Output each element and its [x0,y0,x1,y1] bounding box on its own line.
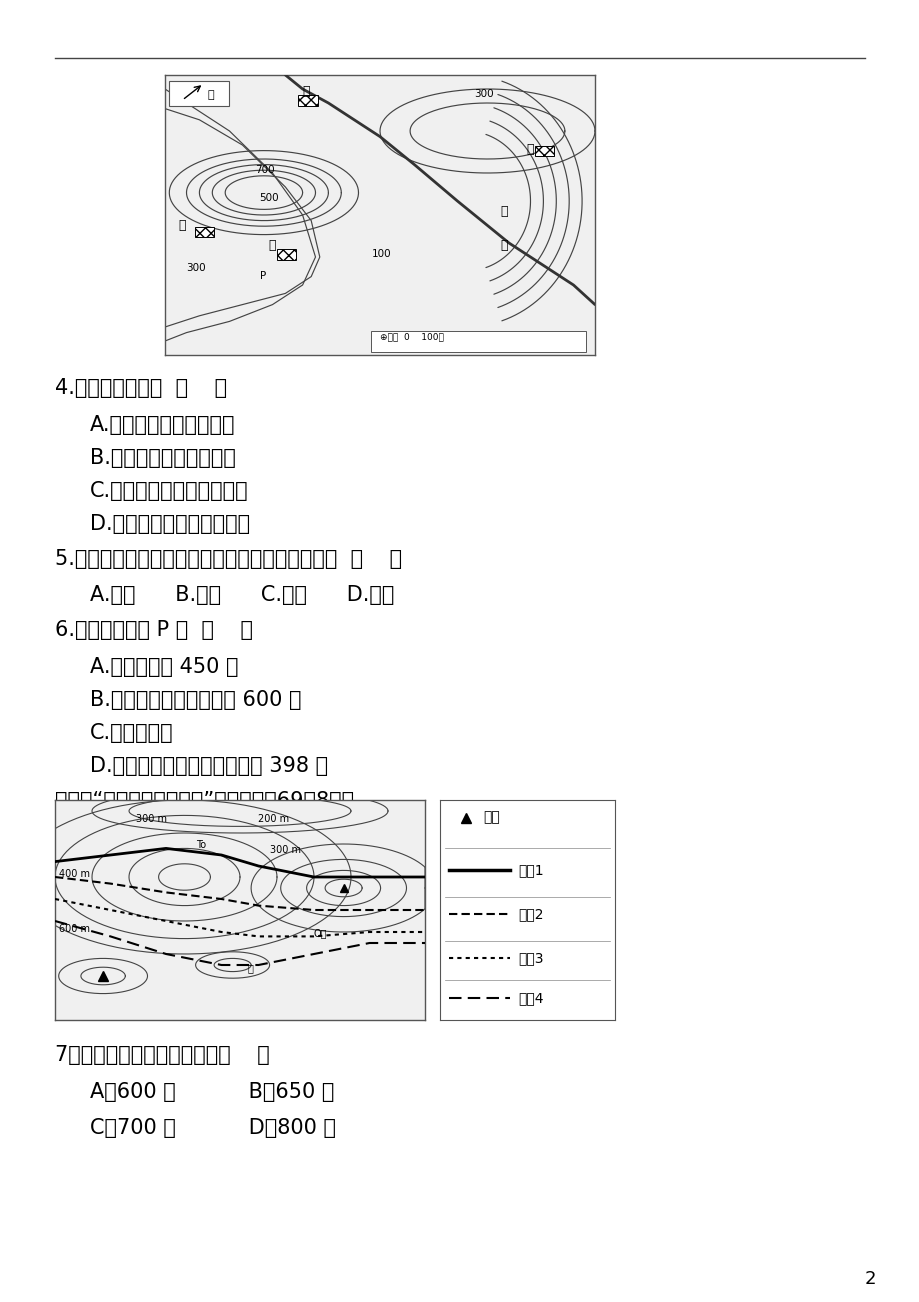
Text: 丁: 丁 [526,143,533,156]
Bar [534,146,553,156]
Text: 甲: 甲 [177,219,186,232]
Bar [169,81,229,105]
Text: To: To [196,840,206,850]
Text: 丙: 丙 [302,85,310,98]
Text: 6.图中陡崖顶部 P 点  （    ）: 6.图中陡崖顶部 P 点 （ ） [55,620,253,641]
Text: 乙: 乙 [268,238,276,251]
Text: 山峰: 山峰 [483,811,500,824]
Text: 300: 300 [187,263,206,273]
Text: P: P [259,271,266,281]
Text: 2: 2 [863,1269,875,1288]
Text: B.距丁村的水平距离约为 600 米: B.距丁村的水平距离约为 600 米 [90,690,301,710]
Text: B.先由南向北，再向东北: B.先由南向北，再向东北 [90,448,235,467]
Bar [277,249,296,260]
Text: 乙: 乙 [247,963,253,974]
Text: C．700 米           D．800 米: C．700 米 D．800 米 [90,1118,335,1138]
Text: 7．该地最大相对高度可接近（    ）: 7．该地最大相对高度可接近（ ） [55,1046,269,1065]
Text: 河: 河 [500,204,507,217]
Text: 5.图中村庄夏季能看到而冬季看不到海上日出的是  （    ）: 5.图中村庄夏季能看到而冬季看不到海上日出的是 （ ） [55,549,402,569]
Bar [298,95,317,105]
Text: 200 m: 200 m [258,814,289,824]
Text: C.先由东北向西南，再向南: C.先由东北向西南，再向南 [90,480,248,501]
Text: A.先由西向东，再向东南: A.先由西向东，再向东南 [90,415,235,435]
Text: 600 m: 600 m [59,924,90,934]
Text: 流: 流 [500,238,507,251]
Text: 400 m: 400 m [59,868,90,879]
Text: 方案3: 方案3 [518,952,544,965]
Text: 右图为“某地等高线示意图”。读图完成69～8题。: 右图为“某地等高线示意图”。读图完成69～8题。 [55,792,354,811]
Text: O丙: O丙 [313,928,327,939]
Text: 700: 700 [255,165,275,174]
Text: 300 m: 300 m [269,845,301,855]
Text: 300: 300 [474,90,494,99]
Text: D.距陡崖底部垂直距离可能为 398 米: D.距陡崖底部垂直距离可能为 398 米 [90,756,328,776]
Text: A.甲村      B.乙村      C.丙村      D.丁村: A.甲村 B.乙村 C.丙村 D.丁村 [90,585,394,605]
Bar [371,331,585,353]
Text: A.海拔可能为 450 米: A.海拔可能为 450 米 [90,658,238,677]
Text: D.先由东南向西北，再向西: D.先由东南向西北，再向西 [90,514,250,534]
Text: 500: 500 [259,193,279,203]
Text: 4.图中河流流向为  （    ）: 4.图中河流流向为 （ ） [55,378,227,398]
Text: 300 m: 300 m [136,814,167,824]
Text: 方案1: 方案1 [518,863,544,878]
Text: 100: 100 [371,249,391,259]
Bar [195,227,214,237]
Text: 北: 北 [208,90,214,99]
Text: A．600 米           B．650 米: A．600 米 B．650 米 [90,1082,334,1101]
Text: ⊕村庄  0    100米: ⊕村庄 0 100米 [380,332,443,341]
Text: 方案2: 方案2 [518,907,544,922]
Text: C.可直视丙村: C.可直视丙村 [90,723,174,743]
Text: 方案4: 方案4 [518,991,544,1005]
